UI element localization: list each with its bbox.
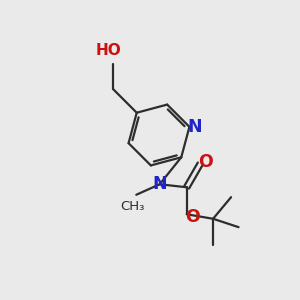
Text: O: O (198, 153, 213, 171)
Text: CH₃: CH₃ (121, 200, 145, 213)
Text: O: O (185, 208, 200, 226)
Text: N: N (152, 175, 167, 193)
Text: HO: HO (96, 44, 122, 59)
Text: N: N (188, 118, 202, 136)
